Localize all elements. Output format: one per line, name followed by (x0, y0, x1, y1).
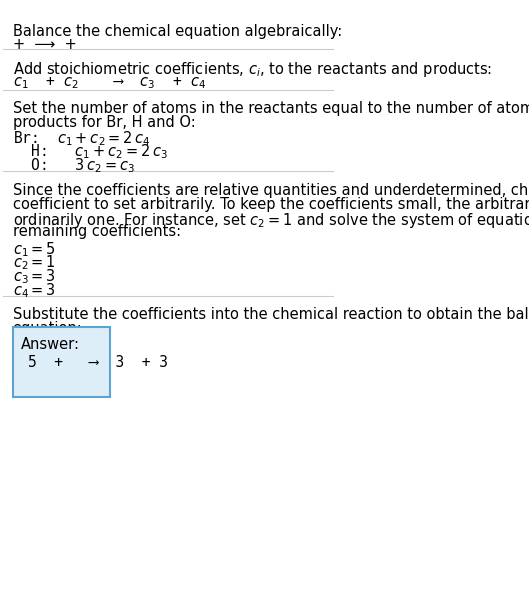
Text: Balance the chemical equation algebraically:: Balance the chemical equation algebraica… (13, 24, 342, 39)
Text: Add stoichiometric coefficients, $c_i$, to the reactants and products:: Add stoichiometric coefficients, $c_i$, … (13, 60, 492, 78)
Text: +  ⟶  +: + ⟶ + (13, 37, 77, 52)
Text: Since the coefficients are relative quantities and underdetermined, choose a: Since the coefficients are relative quan… (13, 183, 529, 198)
Text: $c_2 = 1$: $c_2 = 1$ (13, 254, 56, 273)
Text: Br:  $c_1 + c_2 = 2\,c_4$: Br: $c_1 + c_2 = 2\,c_4$ (13, 129, 150, 148)
Text: $c_1 = 5$: $c_1 = 5$ (13, 240, 56, 259)
Text: Answer:: Answer: (21, 337, 80, 352)
Text: Substitute the coefficients into the chemical reaction to obtain the balanced: Substitute the coefficients into the che… (13, 308, 529, 323)
Text: $c_1$  + $c_2$    ⟶  $c_3$  + $c_4$: $c_1$ + $c_2$ ⟶ $c_3$ + $c_4$ (13, 75, 206, 92)
Text: coefficient to set arbitrarily. To keep the coefficients small, the arbitrary va: coefficient to set arbitrarily. To keep … (13, 197, 529, 212)
Text: $c_3 = 3$: $c_3 = 3$ (13, 268, 56, 286)
Text: products for Br, H and O:: products for Br, H and O: (13, 115, 195, 130)
Text: remaining coefficients:: remaining coefficients: (13, 224, 181, 239)
Text: $c_4 = 3$: $c_4 = 3$ (13, 281, 56, 300)
Text: equation:: equation: (13, 321, 83, 336)
Text: 5  +   ⟶  3  + 3: 5 + ⟶ 3 + 3 (28, 355, 168, 370)
Text: ordinarily one. For instance, set $c_2 = 1$ and solve the system of equations fo: ordinarily one. For instance, set $c_2 =… (13, 210, 529, 230)
FancyBboxPatch shape (13, 327, 110, 397)
Text: H:   $c_1 + c_2 = 2\,c_3$: H: $c_1 + c_2 = 2\,c_3$ (13, 142, 168, 161)
Text: Set the number of atoms in the reactants equal to the number of atoms in the: Set the number of atoms in the reactants… (13, 101, 529, 116)
Text: O:   $3\,c_2 = c_3$: O: $3\,c_2 = c_3$ (13, 156, 135, 175)
